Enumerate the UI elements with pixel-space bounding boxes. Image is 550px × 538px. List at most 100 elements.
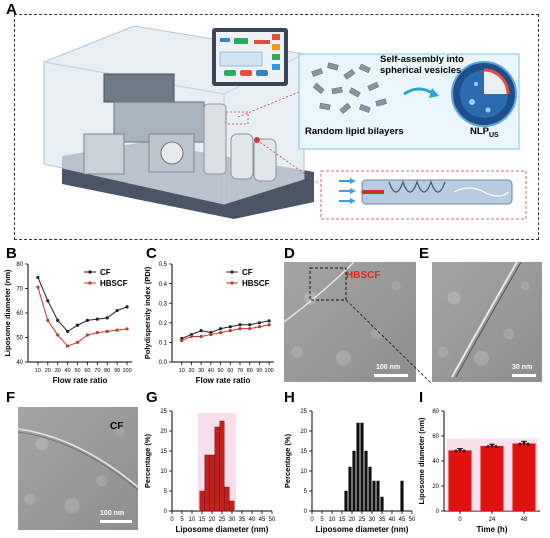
chart-b-ytick-label: 50: [16, 336, 23, 342]
chart-c-xtick-label: 90: [256, 368, 262, 374]
chart-c-ytick-label: 0.3: [159, 301, 168, 307]
chart-h-ytick-label: 10: [300, 469, 307, 475]
chart-i-ytick-label: 40: [432, 459, 439, 465]
chart-c-point-cf: [218, 327, 223, 331]
reservoir-bottle-icon: [203, 103, 227, 175]
chart-i-ytick-label: 0: [436, 509, 440, 515]
micrograph-d: HBSCF 100 nm: [284, 262, 416, 382]
random-bilayers-label: Random lipid bilayers: [305, 126, 404, 137]
chart-c-point-hbscf: [218, 331, 223, 335]
chart-b-point-hbscf: [125, 327, 129, 331]
chart-b-point-cf: [115, 308, 119, 313]
chart-g-xtick-label: 30: [229, 517, 236, 523]
self-assembly-label: Self-assembly into spherical vesicles: [380, 54, 464, 76]
chart-c-point-cf: [267, 319, 271, 323]
chart-h-xtick-label: 5: [320, 517, 324, 523]
chart-g-xlabel: Liposome diameter (nm): [176, 525, 269, 534]
chart-b-xtick-label: 60: [84, 368, 90, 374]
chart-b-xtick-label: 10: [35, 368, 41, 374]
chart-h-xtick-label: 50: [409, 517, 416, 523]
chart-c-xtick-label: 70: [237, 368, 243, 374]
chart-b-ytick-label: 80: [16, 262, 23, 268]
chart-g-bar: [224, 486, 230, 512]
chart-g-xtick-label: 50: [269, 517, 276, 523]
chart-h-ytick-label: 20: [300, 429, 307, 435]
chart-h-bar: [376, 480, 380, 512]
chart-g-xtick-label: 40: [249, 517, 256, 523]
chart-g-xtick-label: 20: [209, 517, 216, 523]
scalebar-d-text: 100 nm: [376, 364, 401, 371]
chart-b-point-hbscf: [66, 344, 70, 348]
chart-h-xtick-label: 40: [389, 517, 396, 523]
chart-i-datapoint: [526, 442, 530, 446]
chart-c-point-hbscf: [199, 334, 203, 339]
chart-h-bar: [348, 466, 352, 512]
chart-h-bar: [364, 450, 368, 512]
chart-b-line-cf: [37, 277, 128, 333]
chart-c-ytick-label: 0.4: [159, 282, 168, 288]
chart-i-bar: [448, 450, 472, 511]
microfluidic-box: [320, 170, 527, 220]
chart-h-xtick-label: 0: [310, 517, 314, 523]
chart-b-xtick-label: 30: [55, 368, 61, 374]
chart-i-xlabel: Time (h): [477, 525, 508, 534]
scalebar-d: [374, 374, 408, 377]
chart-g-xtick-label: 15: [199, 517, 206, 523]
chart-h-bar: [400, 480, 404, 512]
chart-b-legend-marker-hbscf: [88, 281, 92, 285]
chart-b-point-hbscf: [95, 331, 99, 335]
chart-b-legend-hbscf: HBSCF: [100, 279, 128, 288]
chart-b-ylabel: Liposome diameter (nm): [3, 269, 12, 357]
chart-h-ylabel: Percentage (%): [283, 433, 292, 488]
chart-b-ytick-label: 60: [16, 311, 23, 317]
micrograph-f-label: CF: [110, 421, 124, 432]
chart-b-point-hbscf: [75, 340, 80, 344]
micrograph-e: 30 nm: [432, 262, 542, 382]
lipid-bilayers-icon: [311, 62, 387, 114]
chart-b-xlabel: Flow rate ratio: [53, 376, 108, 385]
chart-c-point-hbscf: [257, 325, 262, 329]
chart-g-ytick-label: 5: [164, 489, 168, 495]
chart-b-point-cf: [66, 329, 70, 333]
chart-i: 0 20 40 60 80 0 24 48 Time (h) Liposome diameter …: [417, 409, 540, 534]
chart-c-xtick-label: 80: [247, 368, 253, 374]
chart-i-datapoint: [518, 442, 522, 446]
chart-i-xtick-label: 48: [521, 517, 528, 523]
chart-c-legend-hbscf: HBSCF: [242, 279, 270, 288]
chart-g-bar: [204, 454, 210, 512]
chart-h-ytick-label: 25: [300, 409, 307, 415]
chart-i-datapoint: [462, 449, 466, 453]
chart-h-xtick-label: 30: [369, 517, 376, 523]
chart-i-datapoint: [490, 443, 494, 447]
chip-highlight-icon: [254, 137, 260, 143]
chart-b-line-hbscf: [37, 287, 128, 347]
chart-g-xtick-label: 35: [239, 517, 246, 523]
zoom-connector: [346, 299, 433, 385]
chart-c-legend-marker-hbscf: [230, 281, 234, 285]
chart-c-ytick-label: 0.1: [159, 341, 168, 347]
chart-g-ytick-label: 25: [160, 409, 167, 415]
chart-h-xlabel: Liposome diameter (nm): [316, 525, 409, 534]
panel-letter-c: C: [146, 245, 157, 262]
chart-h-xtick-label: 15: [339, 517, 346, 523]
chart-i-datapoint: [454, 449, 458, 453]
nlp-label-main: NLP: [470, 126, 489, 137]
chart-b-point-cf: [56, 318, 60, 322]
nlp-label-subscript: US: [489, 131, 499, 139]
chart-c-point-hbscf: [189, 334, 194, 339]
panel-a-frame: [14, 14, 539, 240]
chart-i-xtick-label: 24: [489, 517, 496, 523]
chart-b-ytick-label: 40: [16, 360, 23, 366]
chart-g-ytick-label: 20: [160, 429, 167, 435]
chart-b-xtick-label: 50: [74, 368, 80, 374]
chart-c-xtick-label: 10: [179, 368, 185, 374]
chart-i-datapoint: [458, 448, 462, 452]
chart-h-xtick-label: 45: [399, 517, 406, 523]
chart-g-bar: [219, 420, 225, 512]
chart-g-xtick-label: 0: [170, 517, 174, 523]
scalebar-e: [512, 374, 536, 377]
chart-b-legend-cf: CF: [100, 268, 111, 277]
chart-c-point-cf: [228, 325, 232, 329]
chart-c-xtick-label: 40: [208, 368, 214, 374]
